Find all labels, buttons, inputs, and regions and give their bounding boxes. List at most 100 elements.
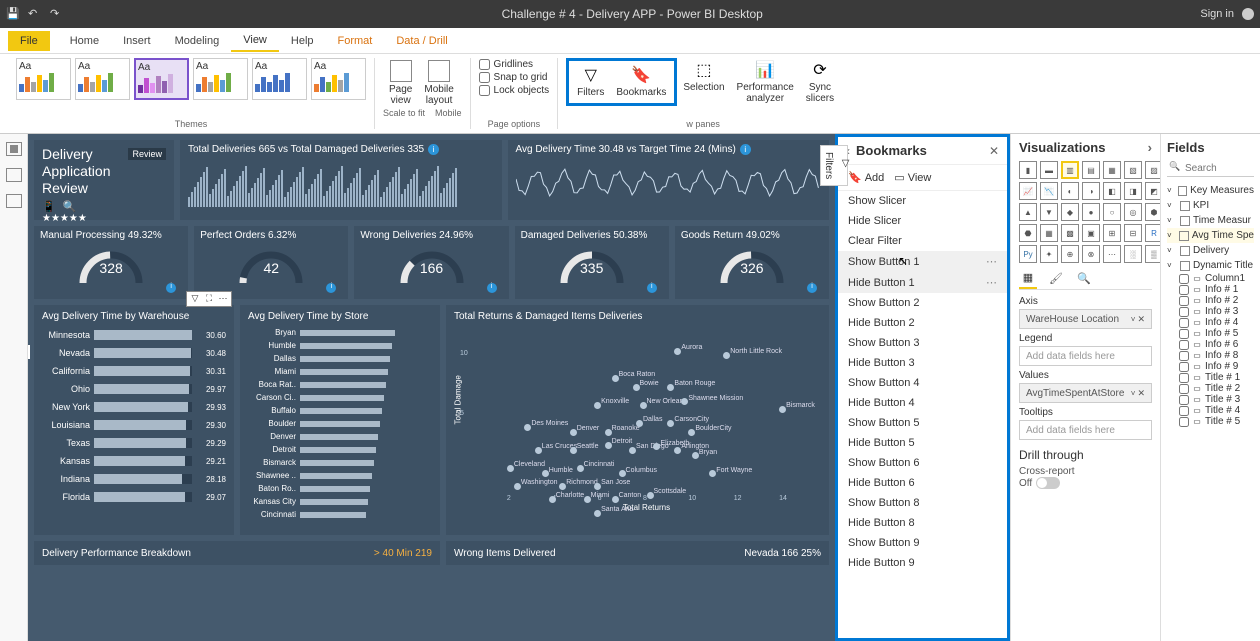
bookmark-item[interactable]: Hide Button 8 [838, 513, 1007, 533]
lockobj-check[interactable]: Lock objects [479, 84, 550, 97]
deliveries-chart[interactable]: Total Deliveries 665 vs Total Damaged De… [180, 140, 502, 220]
viz-type-icon[interactable]: ▦ [1040, 224, 1058, 242]
viz-type-icon[interactable]: ▼ [1040, 203, 1058, 221]
expand-icon[interactable]: › [1148, 140, 1152, 155]
viz-type-icon[interactable]: ◆ [1061, 203, 1079, 221]
viz-type-icon[interactable]: 📉 [1040, 182, 1058, 200]
viz-type-icon[interactable]: ⊟ [1124, 224, 1142, 242]
viz-type-icon[interactable]: 📈 [1019, 182, 1037, 200]
format-tab[interactable]: 🖌 [1047, 271, 1065, 289]
gauge-card[interactable]: Perfect Orders 6.32%42i [194, 226, 348, 299]
viz-type-icon[interactable]: ◎ [1124, 203, 1142, 221]
fields-tab[interactable]: ▦ [1019, 271, 1037, 289]
theme-swatch[interactable]: Aa [134, 58, 189, 100]
field-item[interactable]: ▭Info # 4 [1167, 317, 1254, 328]
tab-view[interactable]: View [231, 30, 279, 52]
sync-slicers-button[interactable]: ⟳ Sync slicers [800, 58, 840, 106]
bookmark-item[interactable]: Show Button 5 [838, 413, 1007, 433]
info-icon[interactable]: i [428, 144, 439, 155]
theme-swatch[interactable]: Aa [16, 58, 71, 100]
model-view-icon[interactable] [6, 194, 22, 208]
viz-type-icon[interactable]: ✦ [1040, 245, 1058, 263]
field-item[interactable]: ▭Info # 5 [1167, 328, 1254, 339]
scatter-chart[interactable]: Total Returns & Damaged Items Deliveries… [446, 305, 829, 535]
search-icon[interactable]: 🔍 [63, 201, 77, 213]
viz-type-icon[interactable]: Py [1019, 245, 1037, 263]
analytics-tab[interactable]: 🔍 [1075, 271, 1093, 289]
viz-type-icon[interactable]: ⬢ [1145, 203, 1160, 221]
tab-home[interactable]: Home [58, 31, 111, 51]
cross-report-toggle[interactable]: Off [1019, 477, 1152, 489]
field-table[interactable]: ˅Time Measur [1167, 213, 1254, 228]
bookmark-item[interactable]: Hide Button 6 [838, 473, 1007, 493]
field-item[interactable]: ▭Info # 3 [1167, 306, 1254, 317]
bookmark-item[interactable]: Hide Slicer [838, 211, 1007, 231]
signin-link[interactable]: Sign in [1200, 8, 1234, 20]
viz-type-icon[interactable]: ⊗ [1082, 245, 1100, 263]
field-item[interactable]: ▭Info # 9 [1167, 361, 1254, 372]
viz-type-icon[interactable]: ▣ [1082, 224, 1100, 242]
bookmark-item[interactable]: Hide Button 9 [838, 553, 1007, 573]
field-table[interactable]: ˅Avg Time Spe [1167, 228, 1254, 243]
store-chart[interactable]: Avg Delivery Time by Store BryanHumbleDa… [240, 305, 440, 535]
expand-arrow-icon[interactable]: → [28, 345, 30, 359]
bookmark-item[interactable]: Clear Filter [838, 231, 1007, 251]
warehouse-chart[interactable]: ▽⛶⋯ → Avg Delivery Time by Warehouse Min… [34, 305, 234, 535]
viz-type-icon[interactable]: ● [1082, 203, 1100, 221]
bookmark-item[interactable]: Hide Button 4 [838, 393, 1007, 413]
perf-analyzer-button[interactable]: 📊 Performance analyzer [731, 58, 800, 106]
bookmark-item[interactable]: Hide Button 2 [838, 313, 1007, 333]
field-item[interactable]: ▭Title # 2 [1167, 383, 1254, 394]
viz-type-icon[interactable]: ○ [1103, 203, 1121, 221]
data-view-icon[interactable] [6, 168, 22, 182]
tab-modeling[interactable]: Modeling [163, 31, 232, 51]
field-item[interactable]: ▭Column1 [1167, 273, 1254, 284]
field-table[interactable]: ˅Dynamic Title [1167, 258, 1254, 273]
visual-toolbar[interactable]: ▽⛶⋯ [186, 291, 232, 307]
viz-type-icon[interactable]: ▬ [1040, 161, 1058, 179]
bookmark-item[interactable]: Hide Button 1 [838, 272, 1007, 293]
theme-swatch[interactable]: Aa [252, 58, 307, 100]
bookmark-item[interactable]: Show Button 4 [838, 373, 1007, 393]
viz-type-icon[interactable]: ▩ [1061, 224, 1079, 242]
viz-type-icon[interactable]: ▮ [1019, 161, 1037, 179]
close-icon[interactable]: ✕ [989, 144, 999, 158]
themes-gallery[interactable]: AaAaAaAaAaAa [16, 58, 366, 100]
gauge-card[interactable]: Wrong Deliveries 24.96%166i [354, 226, 508, 299]
viz-type-icon[interactable]: ░ [1124, 245, 1142, 263]
wrong-items-card[interactable]: Wrong Items Delivered Nevada 166 25% [446, 541, 829, 565]
snapgrid-check[interactable]: Snap to grid [479, 71, 550, 84]
filters-collapsed-tab[interactable]: ▷ Filters [820, 145, 848, 186]
field-table[interactable]: ˅KPI [1167, 198, 1254, 213]
viz-type-icon[interactable]: R [1145, 224, 1160, 242]
report-canvas[interactable]: Delivery Application Review Review 📱 🔍 ★… [28, 134, 835, 641]
field-item[interactable]: ▭Title # 4 [1167, 405, 1254, 416]
viz-type-icon[interactable]: ⬣ [1019, 224, 1037, 242]
viz-type-icon[interactable]: ◧ [1103, 182, 1121, 200]
viz-type-icon[interactable]: ⊞ [1103, 224, 1121, 242]
field-item[interactable]: ▭Info # 6 [1167, 339, 1254, 350]
redo-icon[interactable]: ↷ [50, 7, 64, 21]
viz-type-icon[interactable]: ▒ [1145, 245, 1160, 263]
gauge-card[interactable]: Manual Processing 49.32%328i [34, 226, 188, 299]
bookmark-view-button[interactable]: ▭View [894, 171, 931, 184]
bookmark-item[interactable]: Show Button 6 [838, 453, 1007, 473]
tab-insert[interactable]: Insert [111, 31, 163, 51]
theme-swatch[interactable]: Aa [193, 58, 248, 100]
viz-type-icon[interactable]: ◨ [1124, 182, 1142, 200]
axis-field-well[interactable]: WareHouse Location˅✕ [1019, 309, 1152, 329]
filters-pane-button[interactable]: ▽ Filters [571, 63, 610, 101]
legend-field-well[interactable]: Add data fields here [1019, 346, 1152, 366]
fields-search-input[interactable] [1167, 161, 1254, 177]
avg-time-chart[interactable]: Avg Delivery Time 30.48 vs Target Time 2… [508, 140, 830, 220]
save-icon[interactable]: 💾 [6, 7, 20, 21]
viz-type-icon[interactable]: ◑ [1082, 182, 1100, 200]
viz-type-icon[interactable]: ⊕ [1061, 245, 1079, 263]
selection-pane-button[interactable]: ⬚ Selection [677, 58, 730, 106]
theme-swatch[interactable]: Aa [75, 58, 130, 100]
avatar-icon[interactable] [1242, 8, 1254, 20]
field-item[interactable]: ▭Info # 2 [1167, 295, 1254, 306]
field-item[interactable]: ▭Info # 1 [1167, 284, 1254, 295]
viz-type-icon[interactable]: ▥ [1061, 161, 1079, 179]
info-icon[interactable]: i [740, 144, 751, 155]
